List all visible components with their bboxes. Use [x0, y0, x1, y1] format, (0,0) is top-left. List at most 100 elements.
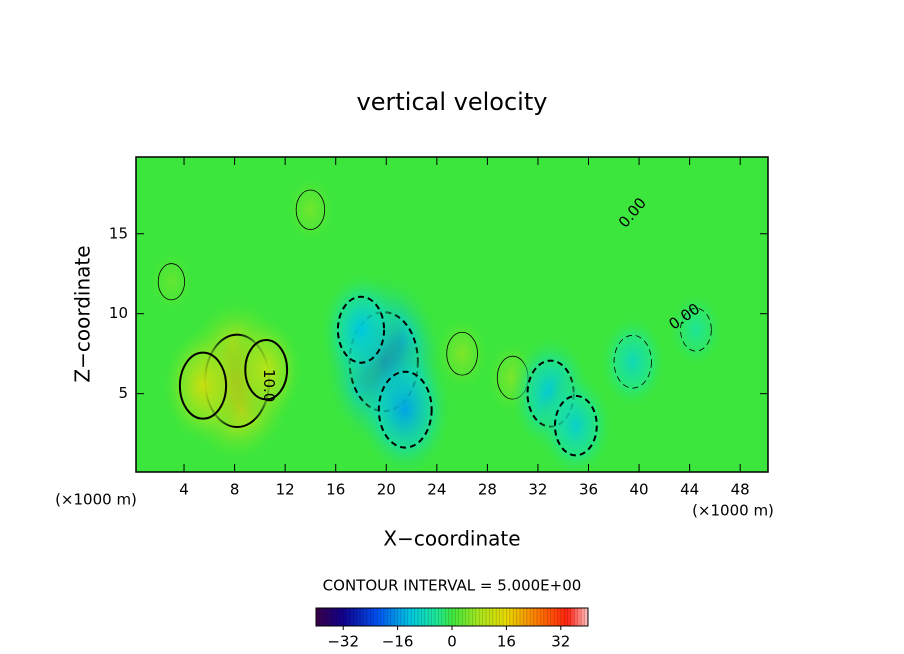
colorbar-swatch [411, 608, 415, 626]
y-tick-label: 10 [109, 304, 128, 322]
colorbar-swatch [506, 608, 511, 626]
colorbar-swatch [384, 608, 388, 626]
field-feature [357, 340, 454, 472]
colorbar-tick-label: −16 [382, 633, 414, 651]
colorbar-swatch [554, 608, 558, 626]
contour-line [613, 334, 652, 389]
x-tick-label: 4 [179, 481, 189, 499]
x-tick-label: 44 [680, 481, 699, 499]
contour-line [446, 331, 478, 376]
colorbar-swatch [356, 608, 361, 626]
colorbar-swatch [577, 608, 582, 626]
contour-line [178, 351, 228, 420]
colorbar-swatch [316, 608, 320, 626]
colorbar-swatch [326, 608, 330, 626]
colorbar-swatch [455, 608, 460, 626]
field [136, 157, 768, 472]
colorbar-swatch [438, 608, 443, 626]
colorbar-swatch [394, 608, 398, 626]
x-tick-label: 16 [326, 481, 345, 499]
colorbar-swatch [350, 608, 354, 626]
colorbar-swatch [428, 608, 432, 626]
colorbar-swatch [418, 608, 422, 626]
colorbar-swatch [530, 608, 534, 626]
x-tick-label: 40 [630, 481, 649, 499]
colorbar-swatch [564, 608, 568, 626]
contour-interval: CONTOUR INTERVAL = 5.000E+00 [323, 577, 582, 595]
colorbar-swatch [489, 608, 494, 626]
field-feature [147, 248, 196, 315]
colorbar-swatch [448, 608, 453, 626]
colorbar-swatch [503, 608, 507, 626]
colorbar-swatch [421, 608, 426, 626]
field-feature [160, 325, 245, 446]
colorbar-swatch [435, 608, 439, 626]
x-tick-label: 48 [731, 481, 750, 499]
colorbar-swatch [319, 608, 324, 626]
colorbar-swatch [560, 608, 565, 626]
colorbar-swatch [407, 608, 412, 626]
colorbar-swatch [404, 608, 409, 626]
colorbar-swatch [526, 608, 531, 626]
colorbar-swatch [414, 608, 419, 626]
colorbar-swatch [441, 608, 446, 626]
x-tick-label: 12 [276, 481, 295, 499]
colorbar-swatch [509, 608, 514, 626]
colorbar-swatch [574, 608, 579, 626]
field-feature [598, 313, 667, 410]
field-feature [667, 290, 724, 369]
colorbar-swatch [353, 608, 358, 626]
colorbar-swatch [581, 608, 585, 626]
colorbar-swatch [547, 608, 551, 626]
colorbar-swatch [496, 608, 500, 626]
colorbar-swatch [475, 608, 480, 626]
plot-frame [135, 156, 769, 473]
colorbar-swatch [520, 608, 524, 626]
colorbar-swatch [499, 608, 504, 626]
contour-label: 10.0 [260, 369, 278, 402]
colorbar-swatch [387, 608, 392, 626]
colorbar-swatch [516, 608, 521, 626]
colorbar-swatch [367, 608, 371, 626]
colorbar-swatch [469, 608, 473, 626]
colorbar-swatch [465, 608, 470, 626]
colorbar-swatch [513, 608, 517, 626]
colorbar-swatch [336, 608, 341, 626]
x-tick-label: 24 [427, 481, 446, 499]
contour-line [680, 307, 712, 352]
contour-line [295, 189, 326, 230]
colorbar-swatch [445, 608, 449, 626]
colorbar-swatch [523, 608, 528, 626]
x-unit-right: (×1000 m) [692, 502, 774, 520]
colorbar-swatch [486, 608, 490, 626]
x-tick-label: 28 [478, 481, 497, 499]
x-axis-label: X−coordinate [383, 527, 520, 551]
colorbar-swatch [401, 608, 405, 626]
colorbar-swatch [329, 608, 334, 626]
colorbar-swatch [452, 608, 456, 626]
x-tick-label: 36 [579, 481, 598, 499]
colorbar-swatch [363, 608, 368, 626]
colorbar-swatch [339, 608, 344, 626]
x-tick-label: 8 [230, 481, 240, 499]
field-feature [537, 371, 614, 472]
colorbar-swatch [479, 608, 483, 626]
colorbar-swatch [543, 608, 548, 626]
colorbar-swatch [550, 608, 555, 626]
colorbar-swatch [472, 608, 477, 626]
x-tick-label: 20 [377, 481, 396, 499]
colorbar-tick-label: 32 [551, 633, 570, 651]
y-tick-label: 5 [118, 384, 128, 402]
colorbar-swatch [322, 608, 327, 626]
x-unit-left: (×1000 m) [55, 491, 137, 509]
colorbar-swatch [557, 608, 562, 626]
contour-line [157, 263, 185, 301]
colorbar-swatch [458, 608, 463, 626]
y-tick-label: 15 [109, 224, 128, 242]
contour-line [336, 295, 386, 364]
colorbar-swatch [370, 608, 375, 626]
colorbar-swatch [346, 608, 351, 626]
y-axis-label: Z−coordinate [71, 245, 95, 382]
colorbar-swatch [540, 608, 545, 626]
